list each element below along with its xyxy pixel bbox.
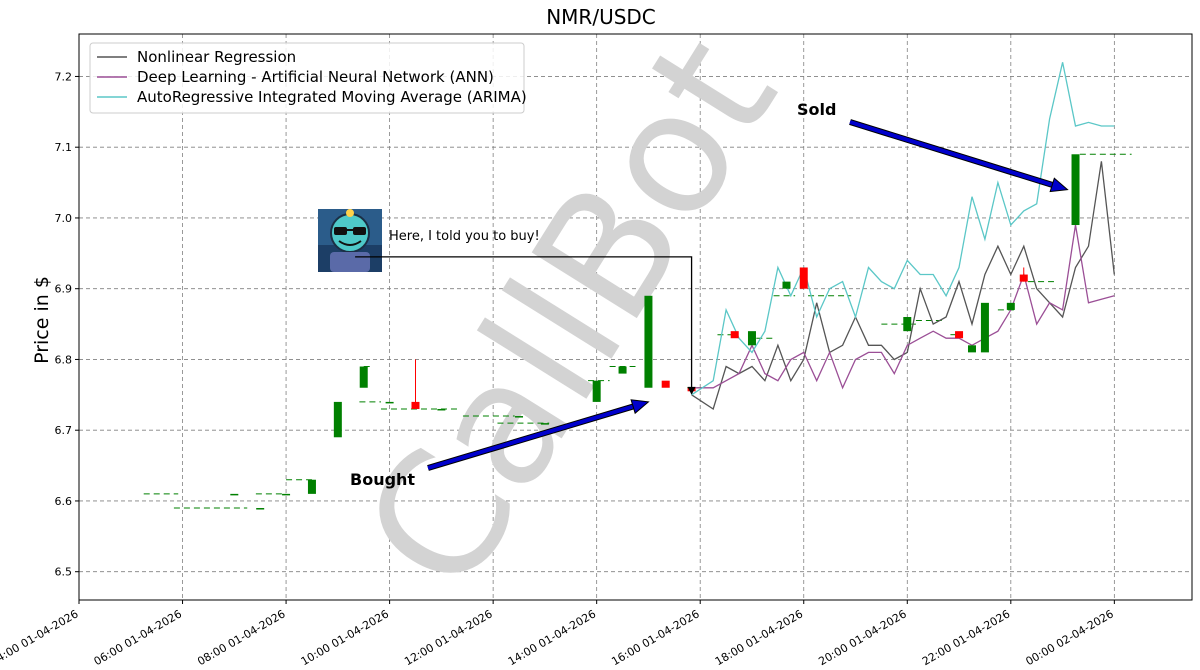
plot-area [78,33,1193,601]
sold-label: Sold [797,100,836,119]
legend-label: Deep Learning - Artificial Neural Networ… [137,68,494,86]
y-tick-label: 6.9 [55,283,73,296]
candle-body [955,331,964,339]
y-tick-label: 6.7 [55,424,73,437]
x-tick-label: 06:00 01-04-2026 [92,607,184,668]
legend-label: Nonlinear Regression [137,48,296,66]
note-connector [355,256,693,389]
chart-title: NMR/USDC [546,5,656,29]
candle-body [359,366,368,388]
legend-label: AutoRegressive Integrated Moving Average… [137,88,527,106]
bought-label: Bought [350,470,415,489]
candle-body [230,493,239,496]
candle-body [661,380,670,388]
bought-arrow-shaft [427,404,634,470]
x-tick-label: 16:00 01-04-2026 [609,607,701,668]
candle-body [592,380,601,402]
candles [230,154,1080,510]
x-tick-label: 12:00 01-04-2026 [402,607,494,668]
candle-body [333,401,342,438]
candle-body [1006,302,1015,310]
candle-body [903,317,912,332]
x-tick-label: 20:00 01-04-2026 [816,607,908,668]
x-tick-label: 10:00 01-04-2026 [299,607,391,668]
y-tick-label: 7.2 [55,70,73,83]
candle-body [747,331,756,346]
y-tick-label: 6.8 [55,353,73,366]
candle-body [411,401,420,409]
legend: Nonlinear Regression Deep Learning - Arti… [89,42,527,114]
y-axis-label: Price in $ [31,276,53,364]
candle-body [799,267,808,289]
candle-body [437,408,446,411]
candle-body [782,281,791,289]
candle-body [967,345,976,353]
candle-body [1019,274,1028,282]
annotation-arrows [427,119,1069,471]
y-tick-label: 7.1 [55,141,73,154]
avatar-icon [318,209,382,272]
bought-arrow-head [630,399,650,415]
x-tick-label: 04:00 01-04-2026 [0,607,81,668]
x-tick-label: 14:00 01-04-2026 [506,607,598,668]
x-tick-label: 22:00 01-04-2026 [920,607,1012,668]
series-line [691,161,1115,411]
candle-body [980,302,989,353]
series-line [691,62,1115,396]
candle-body [730,331,739,339]
x-tick-label: 18:00 01-04-2026 [713,607,805,668]
candle-body [282,493,291,496]
x-tick-label: 00:00 02-04-2026 [1024,607,1116,668]
note-text: Here, I told you to buy! [389,229,540,244]
candle-body [385,401,394,404]
x-tick-label: 08:00 01-04-2026 [195,607,287,668]
sold-arrow-head [1049,177,1069,193]
series-lines [691,62,1115,411]
y-tick-label: 7.0 [55,212,73,225]
sold-arrow-shaft [849,120,1053,187]
candle-body [644,295,653,388]
candle-body [256,508,265,510]
candle-body [515,416,524,418]
candle-body [540,423,549,425]
series-line [691,224,1115,390]
note-arrowhead [687,386,696,395]
candle-body [307,479,316,494]
y-tick-label: 6.5 [55,566,73,579]
candle-body [1071,154,1080,226]
y-tick-label: 6.6 [55,495,73,508]
candle-body [618,366,627,374]
